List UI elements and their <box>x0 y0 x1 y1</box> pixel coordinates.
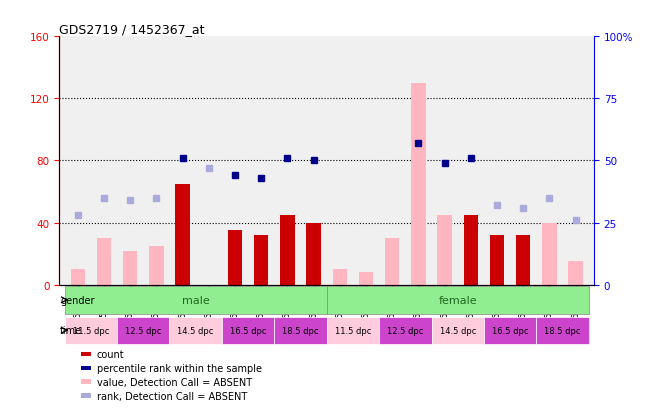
Text: male: male <box>182 295 209 305</box>
Text: 14.5 dpc: 14.5 dpc <box>178 326 214 335</box>
Bar <box>537 317 589 344</box>
Text: 14.5 dpc: 14.5 dpc <box>440 326 476 335</box>
Bar <box>490 235 504 285</box>
Bar <box>484 317 537 344</box>
Text: GDS2719 / 1452367_at: GDS2719 / 1452367_at <box>59 23 205 36</box>
Text: gender: gender <box>60 295 94 305</box>
Bar <box>411 83 426 285</box>
Bar <box>438 215 452 285</box>
Bar <box>543 223 556 285</box>
Text: value, Detection Call = ABSENT: value, Detection Call = ABSENT <box>97 377 252 387</box>
Text: 12.5 dpc: 12.5 dpc <box>125 326 162 335</box>
Bar <box>275 317 327 344</box>
Bar <box>463 215 478 285</box>
Bar <box>149 246 164 285</box>
Bar <box>306 223 321 285</box>
Text: 16.5 dpc: 16.5 dpc <box>230 326 267 335</box>
Bar <box>385 238 399 285</box>
Bar <box>81 393 92 398</box>
Bar <box>254 235 269 285</box>
Bar <box>327 287 589 314</box>
Text: 11.5 dpc: 11.5 dpc <box>335 326 371 335</box>
Bar <box>176 184 190 285</box>
Text: 11.5 dpc: 11.5 dpc <box>73 326 109 335</box>
Text: 18.5 dpc: 18.5 dpc <box>282 326 319 335</box>
Bar <box>280 215 294 285</box>
Bar <box>117 317 170 344</box>
Bar <box>81 366 92 370</box>
Bar <box>81 352 92 356</box>
Text: time: time <box>60 325 82 335</box>
Bar <box>123 251 137 285</box>
Bar <box>97 238 111 285</box>
Bar <box>516 235 531 285</box>
Bar <box>81 380 92 384</box>
Bar <box>65 317 117 344</box>
Text: percentile rank within the sample: percentile rank within the sample <box>97 363 262 373</box>
Text: rank, Detection Call = ABSENT: rank, Detection Call = ABSENT <box>97 391 247 401</box>
Bar <box>65 287 327 314</box>
Text: 16.5 dpc: 16.5 dpc <box>492 326 529 335</box>
Bar <box>333 269 347 285</box>
Bar <box>228 231 242 285</box>
Bar <box>379 317 432 344</box>
Text: 18.5 dpc: 18.5 dpc <box>544 326 581 335</box>
Bar <box>568 262 583 285</box>
Bar <box>327 317 379 344</box>
Bar <box>222 317 275 344</box>
Bar <box>170 317 222 344</box>
Text: 12.5 dpc: 12.5 dpc <box>387 326 424 335</box>
Bar <box>71 269 85 285</box>
Text: female: female <box>438 295 477 305</box>
Bar <box>359 273 373 285</box>
Bar <box>432 317 484 344</box>
Text: count: count <box>97 349 125 359</box>
